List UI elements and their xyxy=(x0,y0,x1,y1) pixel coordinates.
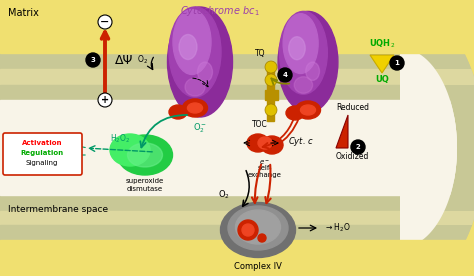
Ellipse shape xyxy=(286,106,304,120)
Text: Matrix: Matrix xyxy=(8,8,39,18)
Circle shape xyxy=(351,140,365,154)
Text: O$_2^-$: O$_2^-$ xyxy=(193,121,207,135)
Bar xyxy=(0,195,400,211)
Ellipse shape xyxy=(118,135,173,175)
Bar xyxy=(0,0,474,53)
Ellipse shape xyxy=(128,143,163,167)
Ellipse shape xyxy=(167,7,233,117)
Polygon shape xyxy=(336,115,348,148)
Text: Intermembrane space: Intermembrane space xyxy=(8,205,108,214)
Bar xyxy=(0,225,400,240)
Text: Oxidized: Oxidized xyxy=(336,152,369,161)
Ellipse shape xyxy=(283,14,318,73)
Circle shape xyxy=(265,104,277,116)
Bar xyxy=(0,69,400,85)
FancyBboxPatch shape xyxy=(3,133,82,175)
Text: → H$_2$O: → H$_2$O xyxy=(325,222,351,234)
Text: +: + xyxy=(101,95,109,105)
Text: superoxide: superoxide xyxy=(126,178,164,184)
Text: TQ: TQ xyxy=(255,49,265,58)
Circle shape xyxy=(98,15,112,29)
Ellipse shape xyxy=(261,136,283,154)
Ellipse shape xyxy=(278,11,338,113)
Ellipse shape xyxy=(185,78,205,96)
Text: ΔΨ: ΔΨ xyxy=(115,54,133,67)
Polygon shape xyxy=(400,53,471,69)
Circle shape xyxy=(390,56,404,70)
Ellipse shape xyxy=(236,210,281,244)
Ellipse shape xyxy=(169,105,187,119)
Ellipse shape xyxy=(182,99,208,117)
Circle shape xyxy=(242,224,254,236)
Text: 3: 3 xyxy=(91,57,95,63)
Polygon shape xyxy=(400,48,457,248)
Text: 4: 4 xyxy=(283,72,288,78)
Circle shape xyxy=(278,68,292,82)
Text: Complex IV: Complex IV xyxy=(234,262,282,271)
Ellipse shape xyxy=(306,62,319,80)
Ellipse shape xyxy=(294,77,312,93)
Polygon shape xyxy=(400,48,457,248)
Polygon shape xyxy=(400,195,474,211)
Ellipse shape xyxy=(110,134,150,166)
Ellipse shape xyxy=(173,9,211,75)
Text: UQ: UQ xyxy=(375,75,389,84)
Text: $e^-$: $e^-$ xyxy=(259,158,271,167)
Circle shape xyxy=(265,74,277,86)
Ellipse shape xyxy=(295,101,320,119)
Bar xyxy=(0,53,400,69)
Bar xyxy=(0,240,474,276)
Circle shape xyxy=(86,53,100,67)
Text: Signaling: Signaling xyxy=(26,160,58,166)
Bar xyxy=(0,100,400,195)
Text: −: − xyxy=(100,17,109,27)
Bar xyxy=(0,211,400,225)
Polygon shape xyxy=(370,55,394,73)
Text: Regulation: Regulation xyxy=(20,150,64,156)
Text: Activation: Activation xyxy=(22,140,62,146)
Ellipse shape xyxy=(258,137,272,149)
Text: self-: self- xyxy=(258,165,272,171)
Polygon shape xyxy=(400,225,472,240)
Circle shape xyxy=(265,61,277,73)
Circle shape xyxy=(258,234,266,242)
Polygon shape xyxy=(400,3,474,276)
Text: Reduced: Reduced xyxy=(336,103,369,112)
Text: 1: 1 xyxy=(394,60,400,66)
Ellipse shape xyxy=(220,203,295,258)
Text: H$_2$O$_2$: H$_2$O$_2$ xyxy=(110,132,130,145)
Ellipse shape xyxy=(301,105,316,115)
Text: TOC: TOC xyxy=(252,120,268,129)
Bar xyxy=(267,63,274,121)
Polygon shape xyxy=(400,69,474,85)
Ellipse shape xyxy=(198,62,212,82)
Circle shape xyxy=(98,93,112,107)
Text: exchange: exchange xyxy=(248,172,282,178)
Text: Cytochrome $bc_1$: Cytochrome $bc_1$ xyxy=(180,4,260,18)
Text: dismutase: dismutase xyxy=(127,186,163,192)
Bar xyxy=(0,100,400,195)
Ellipse shape xyxy=(289,37,305,60)
Ellipse shape xyxy=(247,134,269,152)
Ellipse shape xyxy=(228,206,288,250)
Bar xyxy=(0,53,400,240)
Polygon shape xyxy=(400,85,474,100)
Text: O$_2$: O$_2$ xyxy=(218,189,230,201)
Bar xyxy=(0,85,400,100)
Ellipse shape xyxy=(188,103,202,113)
Text: UQH$_2$: UQH$_2$ xyxy=(369,38,395,50)
Text: 2: 2 xyxy=(356,144,360,150)
Ellipse shape xyxy=(179,34,197,60)
Ellipse shape xyxy=(280,11,328,94)
Polygon shape xyxy=(400,211,474,225)
Polygon shape xyxy=(400,100,457,195)
Circle shape xyxy=(238,220,258,240)
Ellipse shape xyxy=(169,7,221,97)
Bar xyxy=(265,90,278,100)
Text: Cyt. $c$: Cyt. $c$ xyxy=(288,136,314,148)
Text: O$_2$: O$_2$ xyxy=(137,54,148,66)
